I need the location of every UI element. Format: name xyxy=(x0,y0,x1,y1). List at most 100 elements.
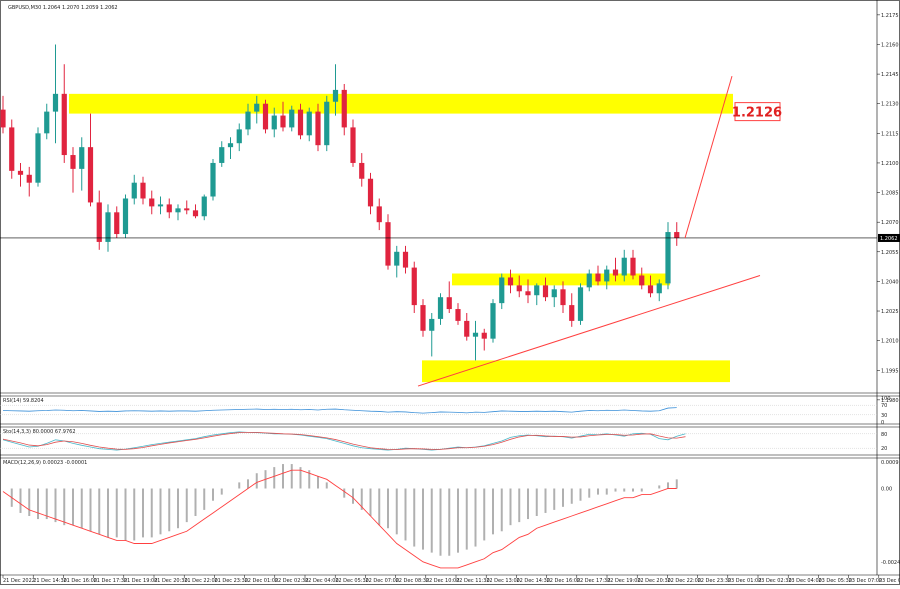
support-resistance-zones xyxy=(69,93,733,383)
time-tick-label: 22 Dec 16:00 xyxy=(547,578,581,584)
time-tick-label: 21 Dec 14:30 xyxy=(33,578,67,584)
candle-body xyxy=(114,212,120,235)
candle-body xyxy=(595,273,601,282)
time-tick-label: 21 Dec 17:30 xyxy=(94,578,128,584)
candle-body xyxy=(647,285,654,294)
candle-body xyxy=(604,269,610,282)
candle-body xyxy=(429,318,435,331)
price-tick-label: 1.2160 xyxy=(881,42,899,48)
candle-body xyxy=(219,147,225,163)
candle-body xyxy=(17,170,24,175)
candle-body xyxy=(674,232,680,238)
rsi-tick-label: 0 xyxy=(881,420,884,426)
candle-body xyxy=(490,303,496,339)
time-tick-label: 22 Dec 11:30 xyxy=(456,578,490,584)
candle-body xyxy=(446,297,452,310)
resistance-zone xyxy=(69,93,733,114)
macd-tick-label: 0.0009 xyxy=(881,460,899,466)
candle-body xyxy=(525,291,531,296)
candle-body xyxy=(639,275,645,286)
price-tick-label: 1.2130 xyxy=(881,102,899,108)
price-tick-label: 1.1995 xyxy=(881,368,899,374)
time-tick-label: 22 Dec 07:00 xyxy=(365,578,399,584)
stochastic-pane: 80 20 xyxy=(0,431,887,452)
price-tick-label: 1.2025 xyxy=(881,309,899,315)
candle-body xyxy=(0,109,6,128)
time-tick-label: 23 Dec 08:30 xyxy=(879,578,900,584)
price-tick-label: 1.2100 xyxy=(881,161,899,167)
time-tick-label: 23 Dec 05:30 xyxy=(818,578,852,584)
time-tick-label: 23 Dec 07:00 xyxy=(849,578,883,584)
candle-body xyxy=(96,202,102,242)
candle-body xyxy=(402,251,409,268)
time-tick-label: 21 Dec 23:30 xyxy=(214,578,248,584)
candle-body xyxy=(166,204,172,213)
macd-label: MACD(12,26,9) 0.00023 -0.00001 xyxy=(3,460,87,466)
macd-pane: 0.0009 0.00 -0.0024 xyxy=(2,460,900,569)
candle-body xyxy=(534,285,540,296)
rsi-tick-label: 70 xyxy=(881,403,887,409)
candle-body xyxy=(586,273,592,288)
time-tick-label: 22 Dec 04:00 xyxy=(305,578,339,584)
candle-body xyxy=(70,155,76,169)
time-tick-label: 21 Dec 19:00 xyxy=(124,578,158,584)
candle-body xyxy=(306,111,312,136)
price-tick-label: 1.2070 xyxy=(881,220,899,226)
time-tick-label: 22 Dec 10:00 xyxy=(426,578,460,584)
candle-body xyxy=(44,111,50,134)
candle-body xyxy=(184,208,190,211)
candle-body xyxy=(140,182,146,199)
candle-body xyxy=(122,198,129,235)
current-price-marker xyxy=(878,233,900,242)
candle-body xyxy=(507,277,514,286)
candle-body xyxy=(315,111,321,146)
candle-body xyxy=(542,285,549,298)
candle-body xyxy=(437,297,444,319)
stoch-label: Sto(14,3,3) 80.0000 67.9762 xyxy=(3,429,76,435)
price-tick-label: 1.2085 xyxy=(881,191,899,197)
stoch-d-line xyxy=(2,431,686,451)
price-tick-label: 1.2145 xyxy=(881,72,899,78)
candle-body xyxy=(394,251,400,266)
time-tick-label: 22 Dec 08:30 xyxy=(396,578,430,584)
candle-body xyxy=(455,309,461,321)
candle-body xyxy=(149,198,155,207)
projection-arrow xyxy=(684,75,733,239)
target-label-box xyxy=(734,102,781,122)
candle-body xyxy=(367,178,374,207)
candle-body xyxy=(87,147,94,203)
candle-body xyxy=(577,287,584,321)
candle-body xyxy=(464,320,470,337)
candle-body xyxy=(254,103,260,112)
candle-body xyxy=(656,283,662,294)
time-tick-label: 22 Dec 19:00 xyxy=(607,578,641,584)
time-tick-label: 22 Dec 05:30 xyxy=(335,578,369,584)
candle-body xyxy=(262,103,269,130)
candle-body xyxy=(131,182,137,199)
stoch-k-line xyxy=(2,431,686,451)
macd-signal-line xyxy=(2,469,677,569)
rsi-label: RSI(14) 59.8204 xyxy=(3,398,44,404)
macd-tick-label: 0.00 xyxy=(881,487,892,493)
consolidation-zone xyxy=(452,273,670,286)
candle-body xyxy=(551,289,557,298)
candle-body xyxy=(332,89,339,102)
time-tick-label: 22 Dec 22:00 xyxy=(667,578,701,584)
candle-body xyxy=(376,206,382,223)
symbol-header: GBPUSD,M30 1.2064 1.2070 1.2059 1.2062 xyxy=(8,5,118,11)
candle-body xyxy=(411,267,417,306)
candle-body xyxy=(516,285,522,292)
time-tick-label: 21 Dec 20:30 xyxy=(154,578,188,584)
candle-body xyxy=(105,212,111,242)
time-tick-label: 23 Dec 02:30 xyxy=(758,578,792,584)
rsi-tick-label: 30 xyxy=(881,413,887,419)
macd-tick-label: -0.0024 xyxy=(881,560,900,566)
time-tick-label: 21 Dec 2022 xyxy=(3,578,35,584)
time-tick-label: 21 Dec 22:00 xyxy=(184,578,218,584)
candle-body xyxy=(385,222,391,266)
stoch-tick-label: 20 xyxy=(881,446,887,452)
candle-body xyxy=(236,129,242,144)
candle-body xyxy=(630,257,636,276)
